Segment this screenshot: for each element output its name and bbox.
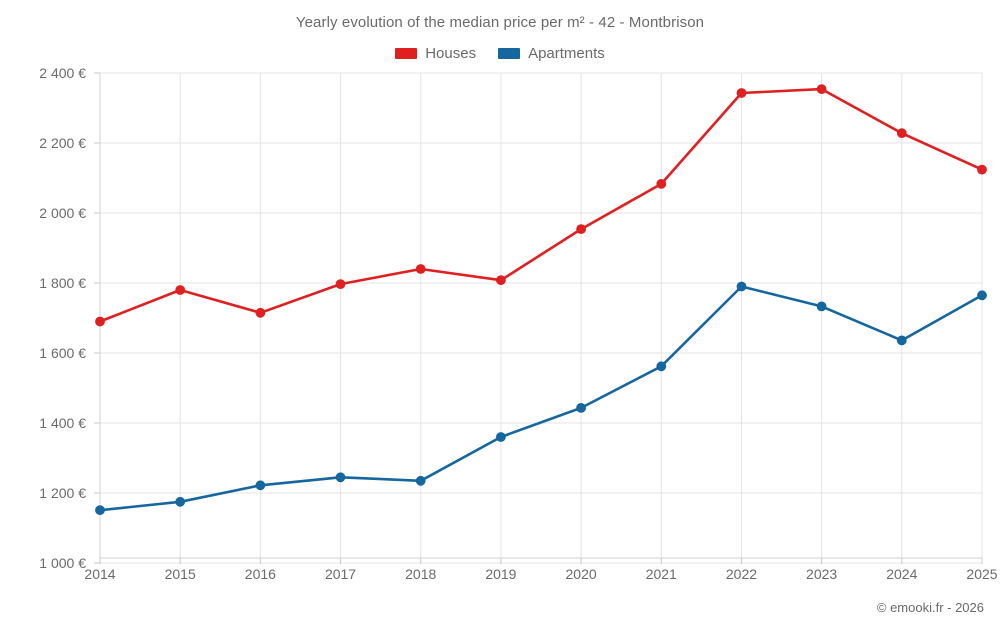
x-axis-tick-label: 2018 (405, 566, 437, 582)
data-point-houses-2022[interactable] (736, 88, 747, 98)
series-line-houses[interactable] (98, 87, 984, 323)
legend-label-houses: Houses (425, 45, 477, 62)
x-axis-tick-label: 2015 (164, 566, 196, 582)
x-axis-tick-label: 2025 (966, 566, 998, 582)
data-point-apartments-2019[interactable] (496, 432, 506, 442)
data-point-houses-2024[interactable] (896, 128, 907, 139)
x-axis-tick-label: 2023 (806, 566, 838, 582)
legend-item-apartments[interactable]: Apartments (498, 45, 605, 62)
legend-swatch-houses (395, 48, 418, 59)
x-axis-tick-label: 2016 (244, 566, 276, 582)
y-axis-tick-label: 1 600 € (39, 345, 86, 361)
legend-item-houses[interactable]: Houses (395, 45, 476, 62)
data-point-apartments-2023[interactable] (816, 301, 827, 312)
y-axis-tick-label: 1 200 € (39, 485, 86, 501)
x-axis-tick-label: 2020 (565, 566, 597, 582)
y-axis-tick-label: 2 000 € (39, 205, 86, 221)
data-point-houses-2021[interactable] (656, 179, 667, 189)
data-point-houses-2023[interactable] (816, 84, 827, 94)
x-axis-tick-label: 2014 (84, 566, 116, 582)
data-point-houses-2014[interactable] (95, 316, 105, 327)
data-point-houses-2016[interactable] (255, 307, 266, 318)
x-axis-tick-label: 2017 (324, 566, 357, 582)
y-axis-tick-label: 1 000 € (39, 555, 86, 571)
y-axis: 1 000 € 1 200 € 1 400 € 1 600 € 1 800 € 2 000… (0, 0, 86, 625)
data-point-apartments-2022[interactable] (736, 281, 747, 292)
data-point-apartments-2016[interactable] (255, 480, 266, 491)
data-point-apartments-2015[interactable] (175, 496, 186, 507)
y-axis-tick-label: 2 200 € (39, 135, 86, 151)
data-point-houses-2015[interactable] (175, 285, 186, 295)
series-line-apartments[interactable] (98, 285, 984, 512)
x-axis-tick-label: 2022 (725, 566, 758, 582)
data-point-houses-2025[interactable] (977, 164, 987, 175)
data-point-houses-2018[interactable] (415, 264, 426, 274)
data-point-apartments-2017[interactable] (335, 472, 346, 483)
chart-title: Yearly evolution of the median price per… (295, 14, 705, 31)
data-point-houses-2019[interactable] (496, 275, 506, 286)
data-point-apartments-2021[interactable] (656, 361, 667, 372)
data-point-houses-2017[interactable] (335, 279, 346, 290)
chart-legend: Houses Apartments (0, 45, 1000, 62)
y-axis-tick-label: 1 400 € (39, 415, 86, 431)
data-point-apartments-2025[interactable] (977, 290, 987, 301)
footer-credit: © emooki.fr - 2026 (876, 600, 984, 615)
legend-swatch-apartments (498, 48, 521, 59)
data-point-apartments-2024[interactable] (896, 335, 907, 346)
data-point-houses-2020[interactable] (576, 224, 586, 235)
data-point-apartments-2018[interactable] (415, 475, 426, 486)
y-axis-tick-label: 2 400 € (39, 65, 86, 81)
x-axis-tick-label: 2024 (886, 566, 918, 582)
data-point-apartments-2014[interactable] (95, 505, 105, 516)
y-axis-tick-label: 1 800 € (39, 275, 86, 291)
x-axis-tick-label: 2021 (645, 566, 677, 582)
data-point-apartments-2020[interactable] (576, 403, 586, 413)
x-axis-tick-label: 2019 (485, 566, 517, 582)
legend-label-apartments: Apartments (528, 45, 605, 62)
